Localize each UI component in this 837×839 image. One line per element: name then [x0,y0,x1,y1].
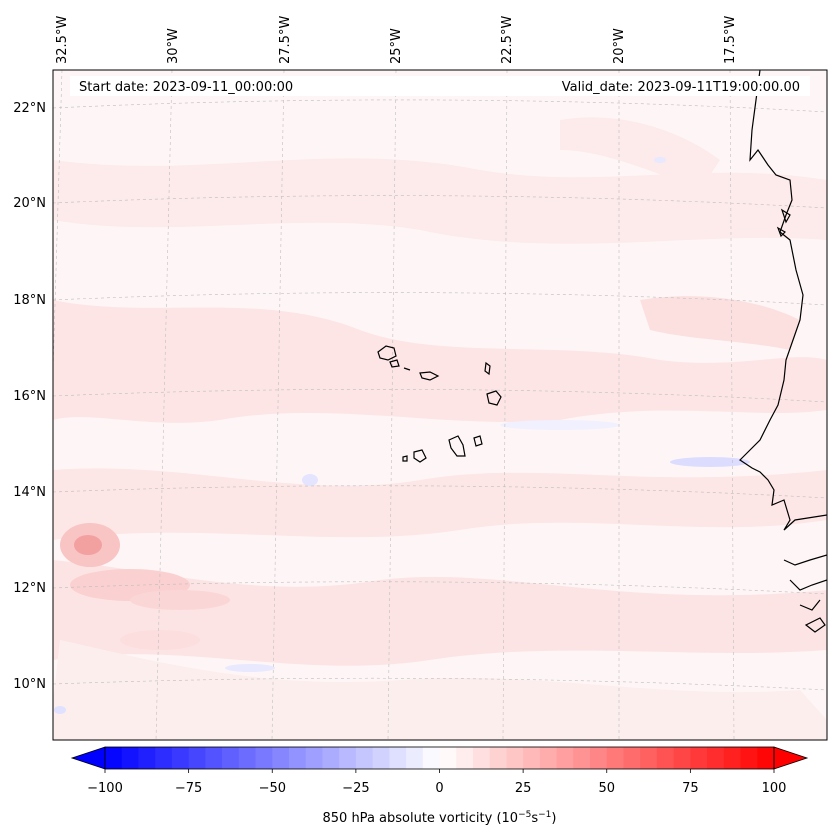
colorbar-segment [305,747,323,769]
colorbar-segment [389,747,407,769]
colorbar-segment [523,747,541,769]
colorbar-segment [238,747,256,769]
start-date-label: Start date: 2023-09-11_00:00:00 [79,80,293,95]
colorbar-segment [406,747,424,769]
colorbar-tick-label: −25 [342,781,369,796]
lat-label-10n: 10°N [13,677,46,692]
vorticity-field [53,70,827,740]
colorbar-segment [105,747,123,769]
colorbar-segment [573,747,591,769]
lon-label-25w: 25°W [389,28,404,64]
colorbar-segment [339,747,357,769]
colorbar-tick-label: 100 [762,781,787,796]
colorbar-segment [171,747,190,769]
colorbar-segment [590,747,608,769]
colorbar-segment [506,747,524,769]
coastline [739,70,827,633]
colorbar-segment [740,747,758,769]
lat-label-18n: 18°N [13,293,46,308]
colorbar-tick-label: −100 [87,781,123,796]
lon-label-27-5w: 27.5°W [278,16,293,64]
colorbar-segment [439,747,457,769]
lat-label-16n: 16°N [13,389,46,404]
colorbar-segment [255,747,273,769]
colorbar-segment [288,747,307,769]
colorbar-segment [456,747,474,769]
lon-label-20w: 20°W [612,28,627,64]
colorbar-segment [690,747,708,769]
colorbar-segments [105,747,775,769]
colorbar-segment [355,747,374,769]
lat-label-14n: 14°N [13,485,46,500]
colorbar-segment [222,747,240,769]
colorbar-segment [623,747,641,769]
lat-label-22n: 22°N [13,101,46,116]
colorbar-segment [673,747,691,769]
lon-label-22-5w: 22.5°W [500,16,515,64]
colorbar: −100 −75 −50 −25 0 25 50 75 100 850 hPa … [70,746,809,826]
map-frame [52,69,828,741]
lon-label-30w: 30°W [166,28,181,64]
graticule [53,70,827,740]
lon-label-17-5w: 17.5°W [723,16,738,64]
colorbar-segment [606,747,624,769]
colorbar-label: 850 hPa absolute vorticity (10−5s−1) [323,810,557,826]
lon-label-32-5w: 32.5°W [55,16,70,64]
colorbar-tick-label: −75 [175,781,202,796]
colorbar-segment [372,747,390,769]
colorbar-segment [188,747,206,769]
valid-date-label: Valid_date: 2023-09-11T19:00:00.00 [562,80,800,95]
colorbar-tick-label: 75 [682,781,699,796]
colorbar-segment [539,747,557,769]
lat-label-12n: 12°N [13,581,46,596]
colorbar-segment [121,747,139,769]
colorbar-segment [489,747,507,769]
colorbar-segment [723,747,741,769]
colorbar-segment [472,747,491,769]
longitude-labels: 32.5°W 30°W 27.5°W 25°W 22.5°W 20°W 17.5… [55,16,738,64]
colorbar-tick-label: 0 [435,781,443,796]
colorbar-segment [322,747,340,769]
lat-label-20n: 20°N [13,196,46,211]
colorbar-segment [138,747,156,769]
colorbar-segment [422,747,440,769]
colorbar-max-arrow [773,746,809,770]
cape-verde-islands [377,345,502,463]
colorbar-min-arrow [70,746,106,770]
colorbar-segment [757,747,775,769]
colorbar-segment [155,747,173,769]
colorbar-segment [656,747,675,769]
colorbar-ticks: −100 −75 −50 −25 0 25 50 75 100 [87,769,786,796]
header-strip [70,76,810,96]
colorbar-tick-label: 25 [515,781,532,796]
colorbar-segment [205,747,223,769]
colorbar-segment [640,747,658,769]
colorbar-tick-label: 50 [599,781,616,796]
colorbar-segment [556,747,574,769]
latitude-labels: 22°N 20°N 18°N 16°N 14°N 12°N 10°N [13,101,46,692]
colorbar-tick-label: −50 [259,781,286,796]
colorbar-segment [707,747,725,769]
colorbar-segment [272,747,290,769]
